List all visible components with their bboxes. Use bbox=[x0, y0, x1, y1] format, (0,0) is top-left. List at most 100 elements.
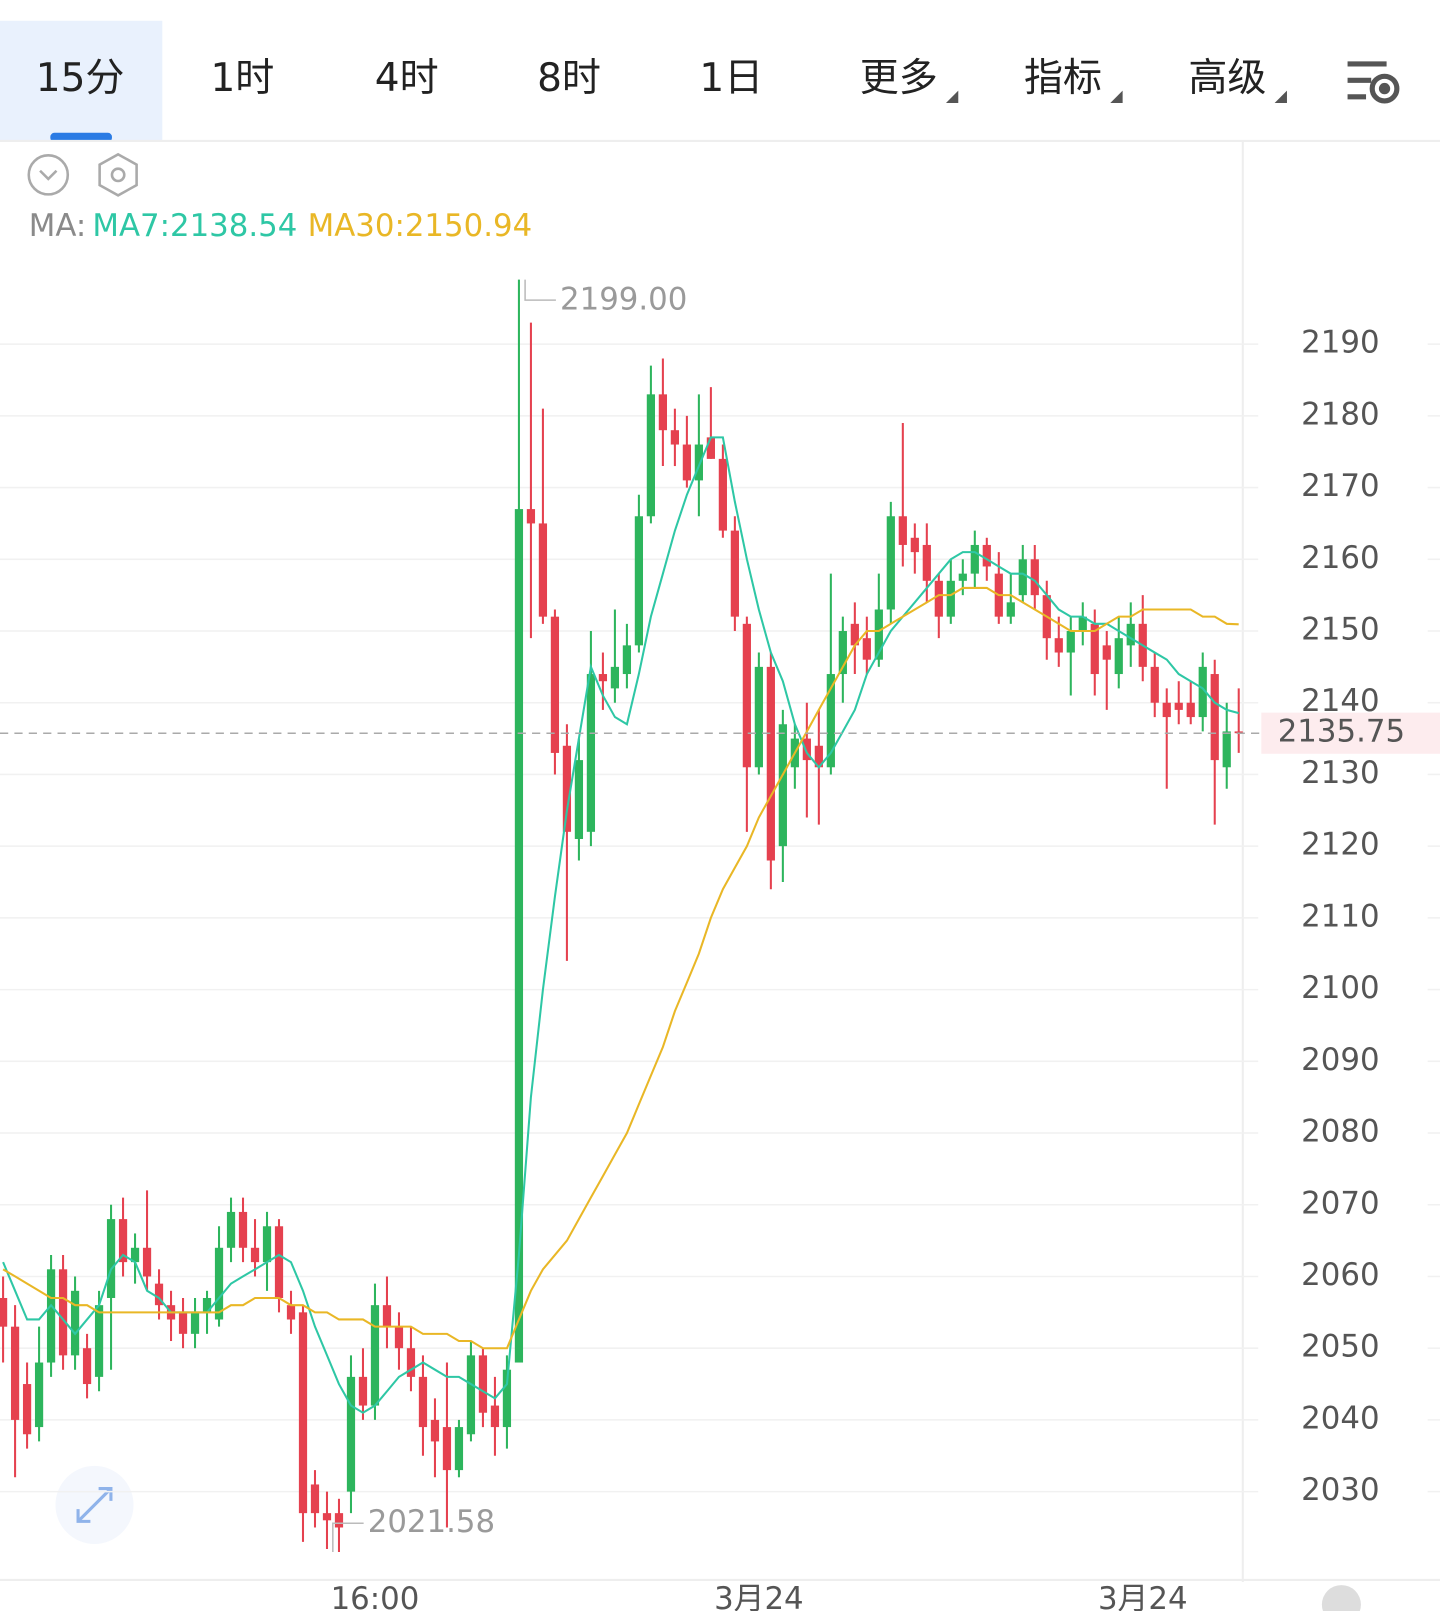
legend-entry: MA30:2150.94 bbox=[308, 208, 533, 244]
candle-body bbox=[646, 394, 656, 517]
candle-body bbox=[286, 1305, 296, 1320]
candle-body bbox=[742, 623, 751, 768]
tab-indicator bbox=[50, 132, 112, 142]
candle-body bbox=[886, 516, 895, 610]
candle-body bbox=[1198, 666, 1207, 718]
candle-body bbox=[718, 458, 727, 531]
y-tick-label: 2070 bbox=[1301, 1185, 1379, 1221]
candle-body bbox=[82, 1348, 92, 1385]
candle-body bbox=[958, 573, 967, 581]
time-tab[interactable]: 4时 bbox=[375, 56, 439, 101]
candle-body bbox=[1186, 702, 1195, 718]
candle-body bbox=[1234, 731, 1243, 734]
last-price-tag bbox=[1261, 712, 1440, 754]
candle-body bbox=[622, 645, 632, 675]
candle-body bbox=[1090, 623, 1099, 675]
candle-body bbox=[814, 745, 823, 768]
time-tab[interactable]: 8时 bbox=[537, 56, 601, 101]
candle-body bbox=[430, 1419, 440, 1442]
candle-body bbox=[874, 609, 883, 660]
legend: MA: MA7:2138.54 MA30:2150.94 bbox=[29, 208, 532, 244]
y-tick-label: 2180 bbox=[1301, 396, 1379, 432]
candle-body bbox=[154, 1283, 164, 1306]
candle-body bbox=[862, 638, 871, 660]
menu-tab[interactable]: 指标 bbox=[1024, 56, 1102, 101]
candle-body bbox=[982, 544, 991, 567]
time-tab[interactable]: 1时 bbox=[210, 56, 274, 101]
candle-body bbox=[970, 544, 979, 574]
menu-tab[interactable]: 更多 bbox=[860, 56, 938, 101]
indicator-label: MA: bbox=[29, 208, 86, 244]
settings-icon[interactable] bbox=[1347, 61, 1400, 104]
candle-body bbox=[934, 580, 943, 617]
candle-body bbox=[562, 745, 572, 832]
candle-body bbox=[910, 537, 919, 553]
candle-body bbox=[802, 738, 811, 761]
candle-body bbox=[526, 509, 536, 524]
candle-body bbox=[298, 1312, 308, 1514]
candle-body bbox=[178, 1312, 188, 1334]
candle-body bbox=[730, 530, 739, 617]
low-label: 2021.58 bbox=[368, 1504, 495, 1540]
y-tick-label: 2050 bbox=[1301, 1329, 1379, 1365]
hexagon-icon[interactable] bbox=[98, 152, 138, 197]
collapse-icon[interactable] bbox=[27, 154, 70, 196]
candle-body bbox=[1174, 702, 1183, 710]
y-tick-label: 2120 bbox=[1301, 827, 1379, 863]
y-tick-label: 2060 bbox=[1301, 1257, 1379, 1293]
candle-body bbox=[394, 1326, 404, 1349]
menu-tab[interactable]: 高级 bbox=[1188, 56, 1266, 101]
candle-body bbox=[310, 1484, 320, 1514]
candle-body bbox=[1054, 638, 1063, 653]
y-tick-label: 2030 bbox=[1301, 1472, 1379, 1508]
candle-body bbox=[1066, 631, 1075, 653]
candle-body bbox=[670, 430, 679, 445]
candle-body bbox=[118, 1219, 128, 1263]
candle-body bbox=[370, 1305, 380, 1406]
candle-body bbox=[406, 1348, 416, 1377]
candle-body bbox=[1102, 645, 1111, 660]
candle-body bbox=[262, 1226, 272, 1263]
y-tick-label: 2130 bbox=[1301, 755, 1379, 791]
y-tick-label: 2040 bbox=[1301, 1400, 1379, 1436]
y-tick-label: 2190 bbox=[1301, 325, 1379, 361]
candle-body bbox=[1006, 602, 1015, 617]
candle-body bbox=[850, 623, 859, 646]
candle-body bbox=[634, 516, 644, 646]
candle-body bbox=[22, 1384, 32, 1435]
expand-icon[interactable] bbox=[55, 1465, 134, 1544]
candle-body bbox=[550, 616, 560, 753]
x-tick-label: 3月24 bbox=[1098, 1581, 1188, 1611]
candle-body bbox=[10, 1326, 20, 1420]
candle-body bbox=[610, 666, 620, 689]
candle-body bbox=[0, 1297, 8, 1327]
candle-body bbox=[1018, 559, 1027, 596]
candle-body bbox=[1210, 674, 1219, 761]
candle-body bbox=[1114, 638, 1123, 675]
candle-body bbox=[1126, 623, 1135, 646]
candle-body bbox=[1078, 616, 1087, 632]
candle-body bbox=[130, 1247, 140, 1263]
candle-body bbox=[226, 1211, 236, 1248]
ma-line bbox=[2, 586, 1239, 1350]
candle-body bbox=[202, 1297, 212, 1313]
y-tick-label: 2090 bbox=[1301, 1042, 1379, 1078]
candle-body bbox=[58, 1269, 68, 1356]
candle-body bbox=[358, 1376, 368, 1406]
candle-body bbox=[1222, 731, 1231, 768]
candle-body bbox=[1162, 702, 1171, 718]
candle-body bbox=[586, 674, 596, 832]
candle-body bbox=[778, 724, 787, 847]
candle-body bbox=[214, 1247, 224, 1320]
time-tab[interactable]: 1日 bbox=[699, 56, 763, 101]
candle-body bbox=[766, 666, 775, 861]
high-marker bbox=[524, 279, 556, 301]
y-tick-label: 2150 bbox=[1301, 612, 1379, 648]
k-button[interactable] bbox=[1321, 1585, 1361, 1611]
y-tick-label: 2170 bbox=[1301, 468, 1379, 504]
x-tick-label: 3月24 bbox=[714, 1581, 804, 1611]
time-tab[interactable]: 15分 bbox=[36, 56, 125, 101]
